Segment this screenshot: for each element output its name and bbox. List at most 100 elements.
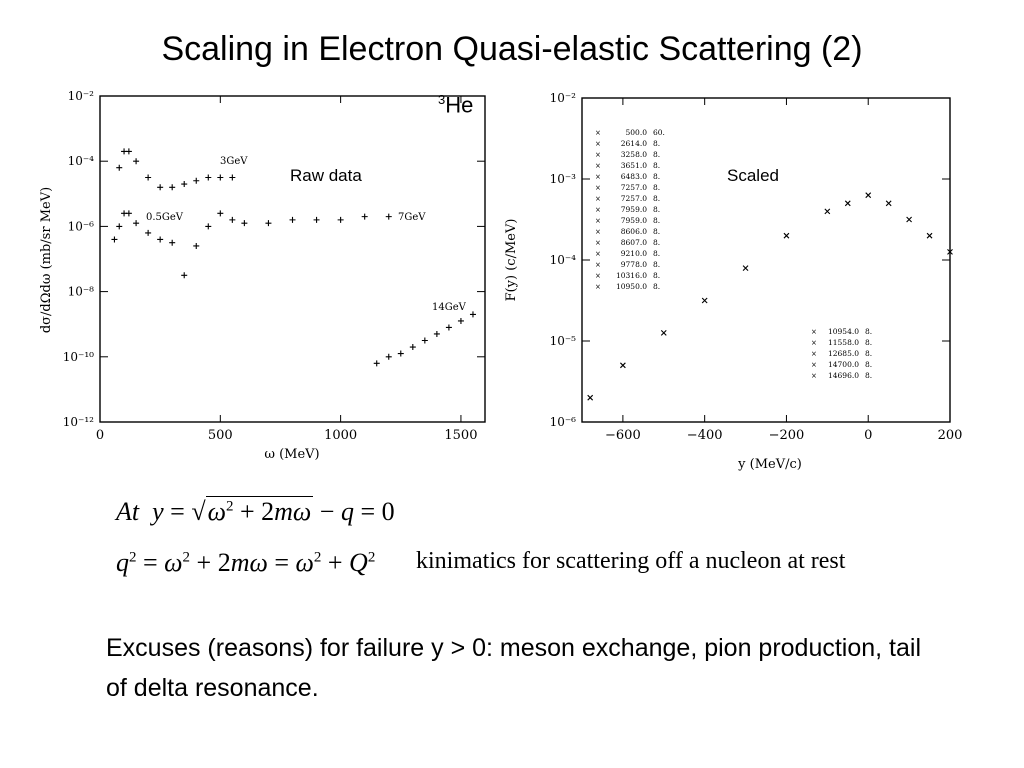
raw-point bbox=[265, 220, 272, 227]
legend-marker: × bbox=[595, 206, 601, 214]
legend-energy: 12685.0 bbox=[828, 349, 859, 358]
raw-ytick-label: 10⁻² bbox=[68, 89, 95, 103]
raw-series bbox=[111, 210, 176, 246]
raw-plot-points bbox=[111, 148, 476, 367]
raw-series bbox=[181, 210, 392, 279]
raw-point bbox=[193, 242, 200, 249]
slide-title: Scaling in Electron Quasi-elastic Scatte… bbox=[161, 30, 863, 68]
legend-marker: × bbox=[811, 339, 817, 347]
scaled-point bbox=[587, 394, 594, 401]
scaled-ytick-label: 10⁻⁶ bbox=[550, 415, 577, 429]
raw-point bbox=[385, 213, 392, 220]
legend-marker: × bbox=[811, 372, 817, 380]
scaled-point bbox=[824, 208, 831, 215]
legend-angle: 8. bbox=[653, 139, 660, 148]
raw-point bbox=[229, 174, 236, 181]
legend-angle: 8. bbox=[653, 238, 660, 247]
legend-marker: × bbox=[595, 173, 601, 181]
scaled-point bbox=[865, 192, 872, 199]
raw-ytick-label: 10⁻¹² bbox=[63, 415, 94, 429]
legend-angle: 8. bbox=[653, 271, 660, 280]
scaled-ytick-label: 10⁻⁵ bbox=[550, 334, 577, 348]
raw-point bbox=[157, 236, 164, 243]
raw-point bbox=[433, 330, 440, 337]
legend-energy: 3258.0 bbox=[621, 150, 647, 159]
scaled-xtick-label: −400 bbox=[687, 428, 723, 443]
scaled-xtick-label: −200 bbox=[769, 428, 805, 443]
raw-point bbox=[125, 210, 132, 217]
legend-angle: 8. bbox=[653, 260, 660, 269]
legend-marker: × bbox=[595, 140, 601, 148]
raw-data-plot: 0 500 1000 1500 10⁻² 10⁻⁴ 10⁻⁶ 10⁻⁸ 10⁻¹⁰ 10⁻¹² d… bbox=[39, 89, 486, 462]
legend-energy: 3651.0 bbox=[621, 161, 647, 170]
raw-point bbox=[116, 223, 123, 230]
raw-point bbox=[111, 236, 118, 243]
legend-energy: 10950.0 bbox=[616, 282, 647, 291]
scaled-xtick-label: 200 bbox=[938, 428, 963, 443]
raw-xtick-label: 500 bbox=[208, 428, 233, 443]
legend-angle: 8. bbox=[653, 249, 660, 258]
scaled-plot-ticks: −600 −400 −200 0 200 10⁻² 10⁻³ 10⁻⁴ 10⁻⁵ 10⁻⁶ bbox=[550, 91, 963, 443]
scaled-plot: −600 −400 −200 0 200 10⁻² 10⁻³ 10⁻⁴ 10⁻⁵ 10⁻⁶ × 50… bbox=[504, 91, 963, 472]
raw-point bbox=[313, 216, 320, 223]
raw-point bbox=[457, 317, 464, 324]
scaled-plot-xlabel: y (MeV/c) bbox=[737, 457, 802, 472]
legend-energy: 500.0 bbox=[626, 128, 648, 137]
raw-ytick-label: 10⁻¹⁰ bbox=[63, 350, 94, 364]
legend-marker: × bbox=[811, 361, 817, 369]
raw-point bbox=[133, 158, 140, 165]
scaled-ytick-label: 10⁻³ bbox=[550, 172, 577, 186]
raw-point bbox=[193, 177, 200, 184]
legend-marker: × bbox=[595, 129, 601, 137]
legend-energy: 10954.0 bbox=[828, 327, 859, 336]
raw-point bbox=[205, 174, 212, 181]
raw-point bbox=[445, 324, 452, 331]
legend-energy: 9778.0 bbox=[621, 260, 647, 269]
legend-angle: 8. bbox=[653, 183, 660, 192]
scaled-point bbox=[660, 330, 667, 336]
scaled-plot-legend: × 500.0 60. × 2614.0 8. × 3258.0 8. × 3651.0 8. × 648… bbox=[595, 128, 872, 380]
legend-energy: 8606.0 bbox=[621, 227, 647, 236]
legend-angle: 8. bbox=[653, 194, 660, 203]
legend-angle: 8. bbox=[865, 349, 872, 358]
legend-energy: 10316.0 bbox=[616, 271, 647, 280]
scaled-point bbox=[620, 362, 626, 369]
raw-point bbox=[116, 164, 123, 171]
equation1-prefix: At bbox=[116, 497, 140, 526]
legend-marker: × bbox=[595, 151, 601, 159]
raw-point bbox=[169, 239, 176, 246]
legend-energy: 8607.0 bbox=[621, 238, 647, 247]
equation-y-scaling: At y = √ω2 + 2mω − q = 0 bbox=[116, 496, 395, 526]
raw-series bbox=[116, 148, 236, 191]
scaled-ytick-label: 10⁻² bbox=[550, 91, 577, 105]
curve-label-14gev: 14GeV bbox=[432, 302, 467, 313]
scaled-point bbox=[701, 297, 708, 304]
legend-angle: 8. bbox=[865, 360, 872, 369]
legend-angle: 8. bbox=[653, 282, 660, 291]
raw-series bbox=[373, 311, 476, 367]
legend-angle: 8. bbox=[865, 338, 872, 347]
legend-energy: 11558.0 bbox=[828, 338, 859, 347]
scaled-point bbox=[906, 216, 912, 223]
legend-angle: 8. bbox=[653, 227, 660, 236]
raw-point bbox=[145, 229, 152, 236]
legend-marker: × bbox=[595, 272, 601, 280]
scaled-plot-points bbox=[587, 192, 953, 401]
raw-point bbox=[337, 216, 344, 223]
raw-plot-xlabel: ω (MeV) bbox=[264, 447, 319, 462]
legend-marker: × bbox=[595, 261, 601, 269]
raw-point bbox=[169, 184, 176, 191]
raw-point bbox=[229, 216, 236, 223]
legend-angle: 8. bbox=[653, 216, 660, 225]
raw-point bbox=[133, 220, 140, 227]
scaled-plot-ylabel: F(y) (c/MeV) bbox=[504, 219, 519, 302]
legend-angle: 60. bbox=[653, 128, 665, 137]
raw-ytick-label: 10⁻⁸ bbox=[68, 285, 95, 299]
legend-energy: 7257.0 bbox=[621, 183, 647, 192]
curve-label-3gev: 3GeV bbox=[220, 156, 248, 167]
raw-plot-annotation: Raw data bbox=[290, 166, 362, 185]
scaled-point bbox=[926, 232, 933, 239]
raw-point bbox=[373, 360, 380, 367]
raw-point bbox=[125, 148, 132, 155]
raw-point bbox=[409, 344, 416, 351]
